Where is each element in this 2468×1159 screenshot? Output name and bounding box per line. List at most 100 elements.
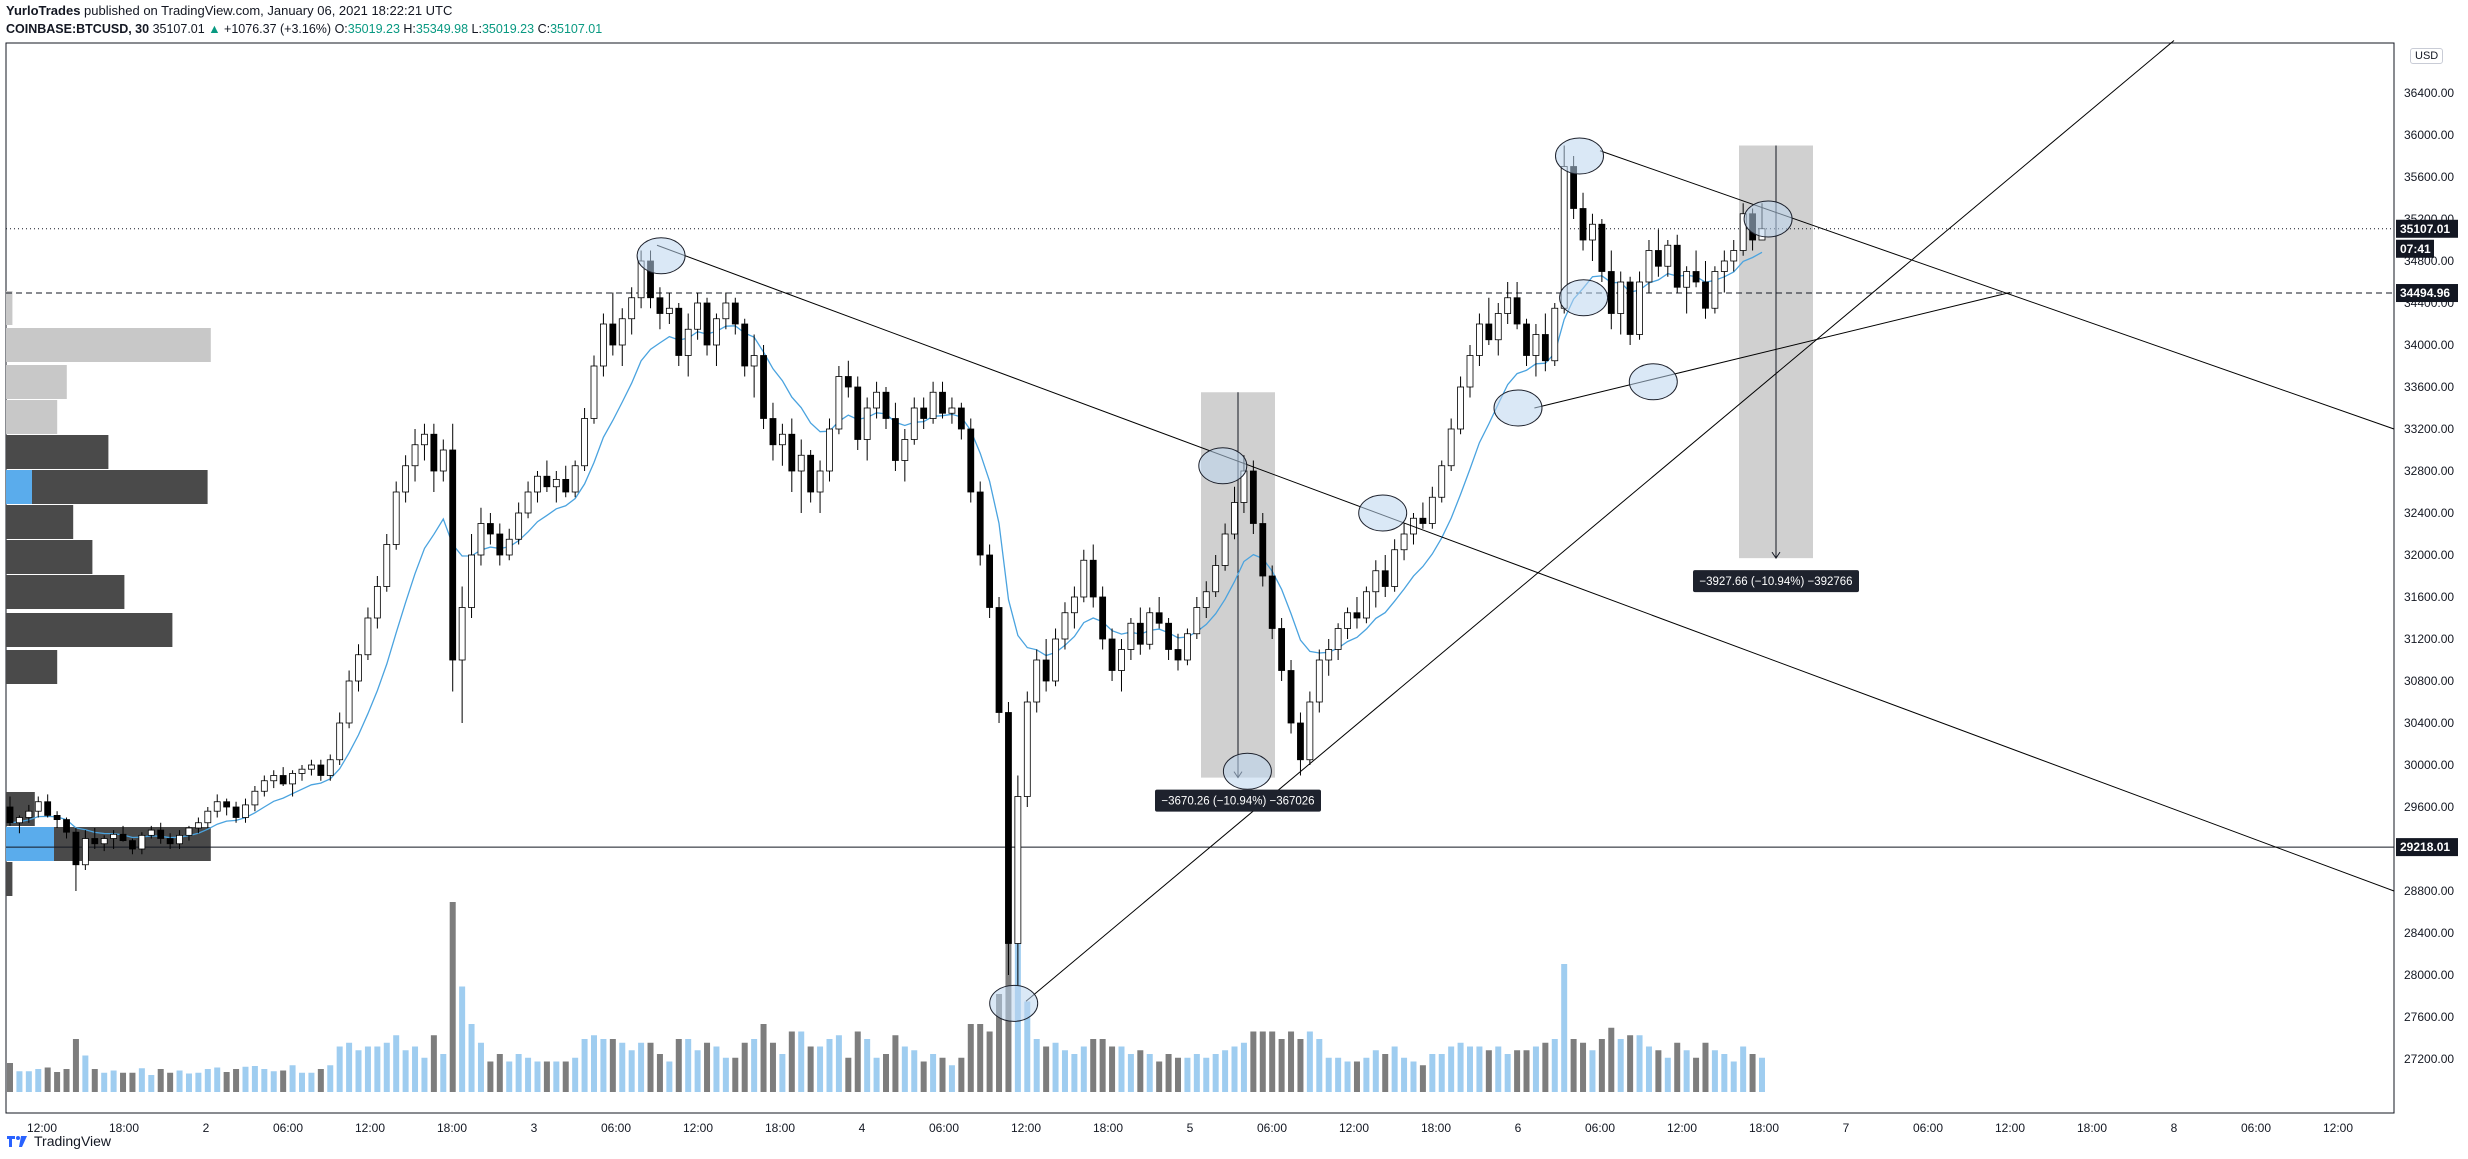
close-label: C: (537, 22, 551, 36)
volume-bar (1532, 1046, 1539, 1092)
time-tick-label: 18:00 (437, 1121, 467, 1135)
volume-bar (1589, 1050, 1596, 1092)
candle-body (1287, 670, 1295, 724)
volume-bar (656, 1054, 663, 1092)
time-tick-label: 12:00 (1011, 1121, 1041, 1135)
time-tick-label: 18:00 (765, 1121, 795, 1135)
candle-body (1636, 281, 1643, 335)
candle-body (1306, 701, 1314, 761)
volume-profile-bar (6, 613, 173, 647)
volume-bar (892, 1035, 899, 1092)
candle-body (1155, 612, 1163, 624)
candle-body (1381, 570, 1389, 587)
volume-bar (327, 1065, 334, 1092)
candle-body (1494, 313, 1502, 341)
volume-profile-bar (6, 291, 13, 325)
volume-bar (1344, 1061, 1351, 1092)
candle-body (402, 465, 410, 493)
volume-bar (1627, 1035, 1634, 1092)
candle-body (1711, 271, 1719, 309)
candle-body (1428, 496, 1436, 524)
chart-frame (5, 42, 2395, 1114)
volume-bar (1636, 1035, 1643, 1092)
candle-body (1334, 628, 1342, 650)
volume-bar (7, 1063, 13, 1092)
volume-bar (459, 986, 466, 1092)
candle-body (534, 475, 541, 493)
price-tick-label: 30000.00 (2404, 758, 2454, 772)
volume-bar (487, 1061, 494, 1092)
volume-bar (1438, 1054, 1445, 1092)
candle-body (1598, 223, 1606, 272)
pivot-circle (1743, 200, 1793, 238)
measure-label-bg (1155, 789, 1321, 812)
volume-bar (807, 1046, 814, 1092)
time-tick-label: 06:00 (1913, 1121, 1943, 1135)
volume-bar (1052, 1042, 1059, 1092)
candle-body (251, 790, 259, 806)
volume-bar (1165, 1054, 1172, 1092)
symbol-label[interactable]: COINBASE:BTCUSD, 30 (6, 22, 150, 36)
volume-bar (251, 1066, 258, 1092)
candle-body (929, 391, 937, 419)
candle-body (901, 439, 909, 461)
candle-body (1315, 659, 1323, 703)
candle-body (543, 475, 551, 488)
measure-labels: −3670.26 (−10.94%) −367026 −3927.66 (−10.… (1155, 570, 1859, 812)
candle-body (1127, 622, 1135, 650)
candle-body (995, 607, 1003, 713)
price-tick-label: 32800.00 (2404, 464, 2454, 478)
volume-bar (1278, 1039, 1285, 1092)
volume-bar (1542, 1042, 1549, 1092)
volume-bar (1693, 1057, 1700, 1092)
author-name[interactable]: YurloTrades (6, 3, 81, 18)
price-label-text: 35107.01 (2400, 222, 2450, 236)
price-label-bg (2396, 219, 2458, 238)
volume-bar (242, 1066, 249, 1092)
volume-bar (1175, 1057, 1181, 1092)
volume-bar (1608, 1027, 1615, 1092)
time-tick-label: 12:00 (1339, 1121, 1369, 1135)
candle-body (1673, 244, 1681, 288)
volume-bar (1523, 1050, 1530, 1092)
pivot-circles[interactable] (636, 137, 1793, 1022)
candle-body (618, 318, 626, 346)
volume-bar (1061, 1050, 1068, 1092)
candle-body (920, 407, 928, 419)
candle-body (892, 418, 899, 461)
volume-bar (1306, 1031, 1313, 1092)
candle-body (166, 838, 174, 845)
candle-body (1146, 612, 1154, 645)
candle-body (703, 302, 711, 346)
trendlines[interactable] (656, 40, 2395, 1002)
candle-body (722, 302, 730, 320)
volume-bar (1749, 1054, 1756, 1092)
price-label-text: 07:41 (2400, 242, 2431, 256)
volume-bar (1391, 1046, 1398, 1092)
candle-body (1400, 533, 1408, 551)
volume-bar (214, 1067, 221, 1092)
candle-body (204, 810, 212, 824)
volume-bar (1259, 1031, 1266, 1092)
candle-body (279, 775, 287, 785)
currency-badge[interactable]: USD (2410, 48, 2444, 64)
volume-profile-poc (6, 827, 54, 861)
volume-bar (1551, 1039, 1558, 1092)
volume-bar (440, 1054, 447, 1092)
candle-body (1447, 428, 1455, 467)
time-axis[interactable]: 12:00 18:00 2 06:00 12:00 18:00 3 06:00 12:00 18:… (27, 1121, 2353, 1135)
volume-profile (6, 291, 211, 896)
candle-body (910, 407, 918, 440)
candle-body (1005, 712, 1012, 944)
candle-body (100, 838, 108, 845)
low-value: 35019.23 (481, 22, 535, 36)
horizontal-lines (6, 228, 2394, 848)
price-axis[interactable]: 36400.0036000.0035600.0035200.0034800.00… (2404, 86, 2454, 1066)
volume-bar (63, 1069, 70, 1092)
volume-bar (1702, 1042, 1709, 1092)
volume-bar (1146, 1054, 1153, 1092)
volume-bar (788, 1031, 795, 1092)
price-tick-label: 36000.00 (2404, 128, 2454, 142)
candle-body (1070, 596, 1078, 614)
